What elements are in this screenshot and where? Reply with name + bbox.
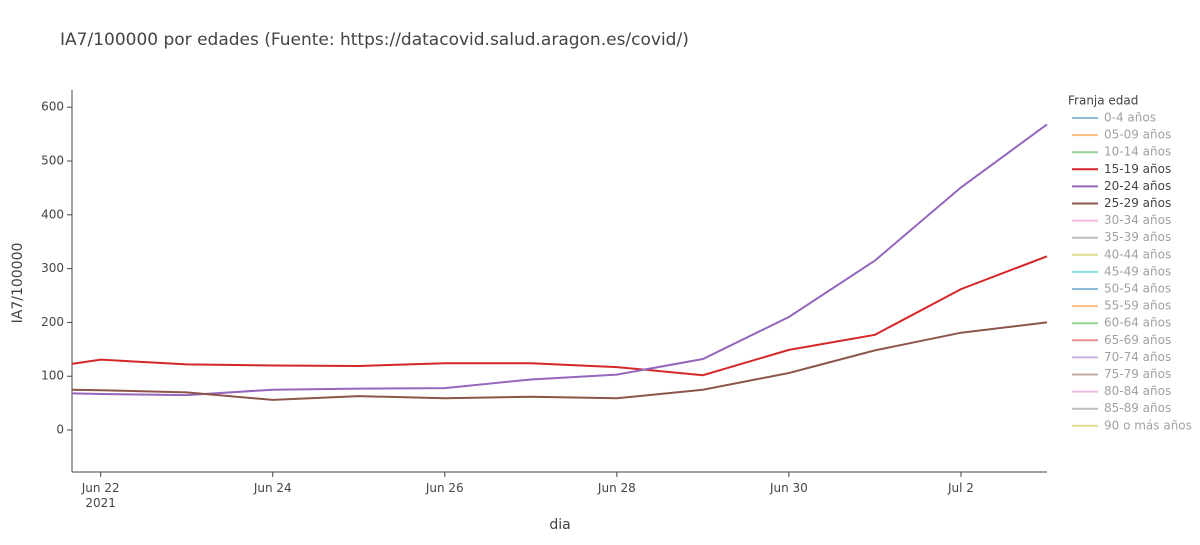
legend-label: 45-49 años <box>1104 264 1171 278</box>
legend-item: 15-19 años <box>1072 162 1171 176</box>
legend-label: 40-44 años <box>1104 247 1171 261</box>
legend-item: 65-69 años <box>1072 333 1171 347</box>
legend-label: 85-89 años <box>1104 401 1171 415</box>
x-axis-label: dia <box>549 517 570 533</box>
y-tick-label: 0 <box>56 423 64 437</box>
series-line <box>71 255 1048 377</box>
legend-label: 35-39 años <box>1104 230 1171 244</box>
legend-label: 05-09 años <box>1104 128 1171 142</box>
x-tick-label: Jun 24 <box>253 481 292 495</box>
legend-label: 10-14 años <box>1104 145 1171 159</box>
legend-label: 60-64 años <box>1104 316 1171 330</box>
y-tick-label: 300 <box>41 261 64 275</box>
legend-item: 40-44 años <box>1072 247 1171 261</box>
y-tick-label: 400 <box>41 207 64 221</box>
legend-item: 35-39 años <box>1072 230 1171 244</box>
legend-label: 15-19 años <box>1104 162 1171 176</box>
legend-label: 75-79 años <box>1104 367 1171 381</box>
legend-item: 60-64 años <box>1072 316 1171 330</box>
legend-item: 0-4 años <box>1072 111 1156 125</box>
legend-label: 0-4 años <box>1104 111 1156 125</box>
series-line <box>71 123 1048 397</box>
x-tick-label: Jun 28 <box>597 481 636 495</box>
legend-item: 30-34 años <box>1072 213 1171 227</box>
legend-label: 55-59 años <box>1104 299 1171 313</box>
legend-label: 70-74 años <box>1104 350 1171 364</box>
legend-label: 80-84 años <box>1104 384 1171 398</box>
x-tick-label: Jun 26 <box>425 481 464 495</box>
chart-title: IA7/100000 por edades (Fuente: https://d… <box>60 30 689 50</box>
y-tick-label: 600 <box>41 100 64 114</box>
legend-item: 50-54 años <box>1072 282 1171 296</box>
legend-item: 20-24 años <box>1072 179 1171 193</box>
legend-label: 25-29 años <box>1104 196 1171 210</box>
legend-label: 65-69 años <box>1104 333 1171 347</box>
legend-item: 75-79 años <box>1072 367 1171 381</box>
y-tick-label: 200 <box>41 315 64 329</box>
legend-title: Franja edad <box>1068 94 1138 108</box>
legend-item: 90 o más años <box>1072 418 1192 432</box>
legend-label: 30-34 años <box>1104 213 1171 227</box>
legend-item: 10-14 años <box>1072 145 1171 159</box>
legend-label: 20-24 años <box>1104 179 1171 193</box>
legend-item: 05-09 años <box>1072 128 1171 142</box>
legend-item: 80-84 años <box>1072 384 1171 398</box>
x-tick-label: Jun 22 2021 <box>81 481 120 510</box>
y-tick-label: 500 <box>41 154 64 168</box>
x-tick-label: Jun 30 <box>769 481 808 495</box>
y-tick-label: 100 <box>41 369 64 383</box>
legend-item: 70-74 años <box>1072 350 1171 364</box>
legend-label: 50-54 años <box>1104 282 1171 296</box>
legend-item: 55-59 años <box>1072 299 1171 313</box>
y-axis-label: IA7/100000 <box>10 243 26 324</box>
legend-item: 25-29 años <box>1072 196 1171 210</box>
legend-label: 90 o más años <box>1104 418 1192 432</box>
legend-item: 45-49 años <box>1072 264 1171 278</box>
legend-item: 85-89 años <box>1072 401 1171 415</box>
series-line <box>71 321 1048 401</box>
x-tick-label: Jul 2 <box>947 481 974 495</box>
